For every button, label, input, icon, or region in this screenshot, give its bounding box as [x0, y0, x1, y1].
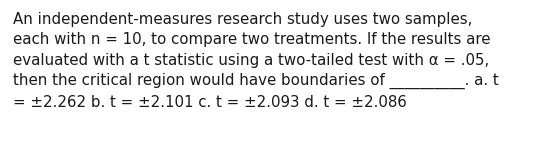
Text: An independent-measures research study uses two samples,
each with n = 10, to co: An independent-measures research study u… — [13, 12, 499, 110]
